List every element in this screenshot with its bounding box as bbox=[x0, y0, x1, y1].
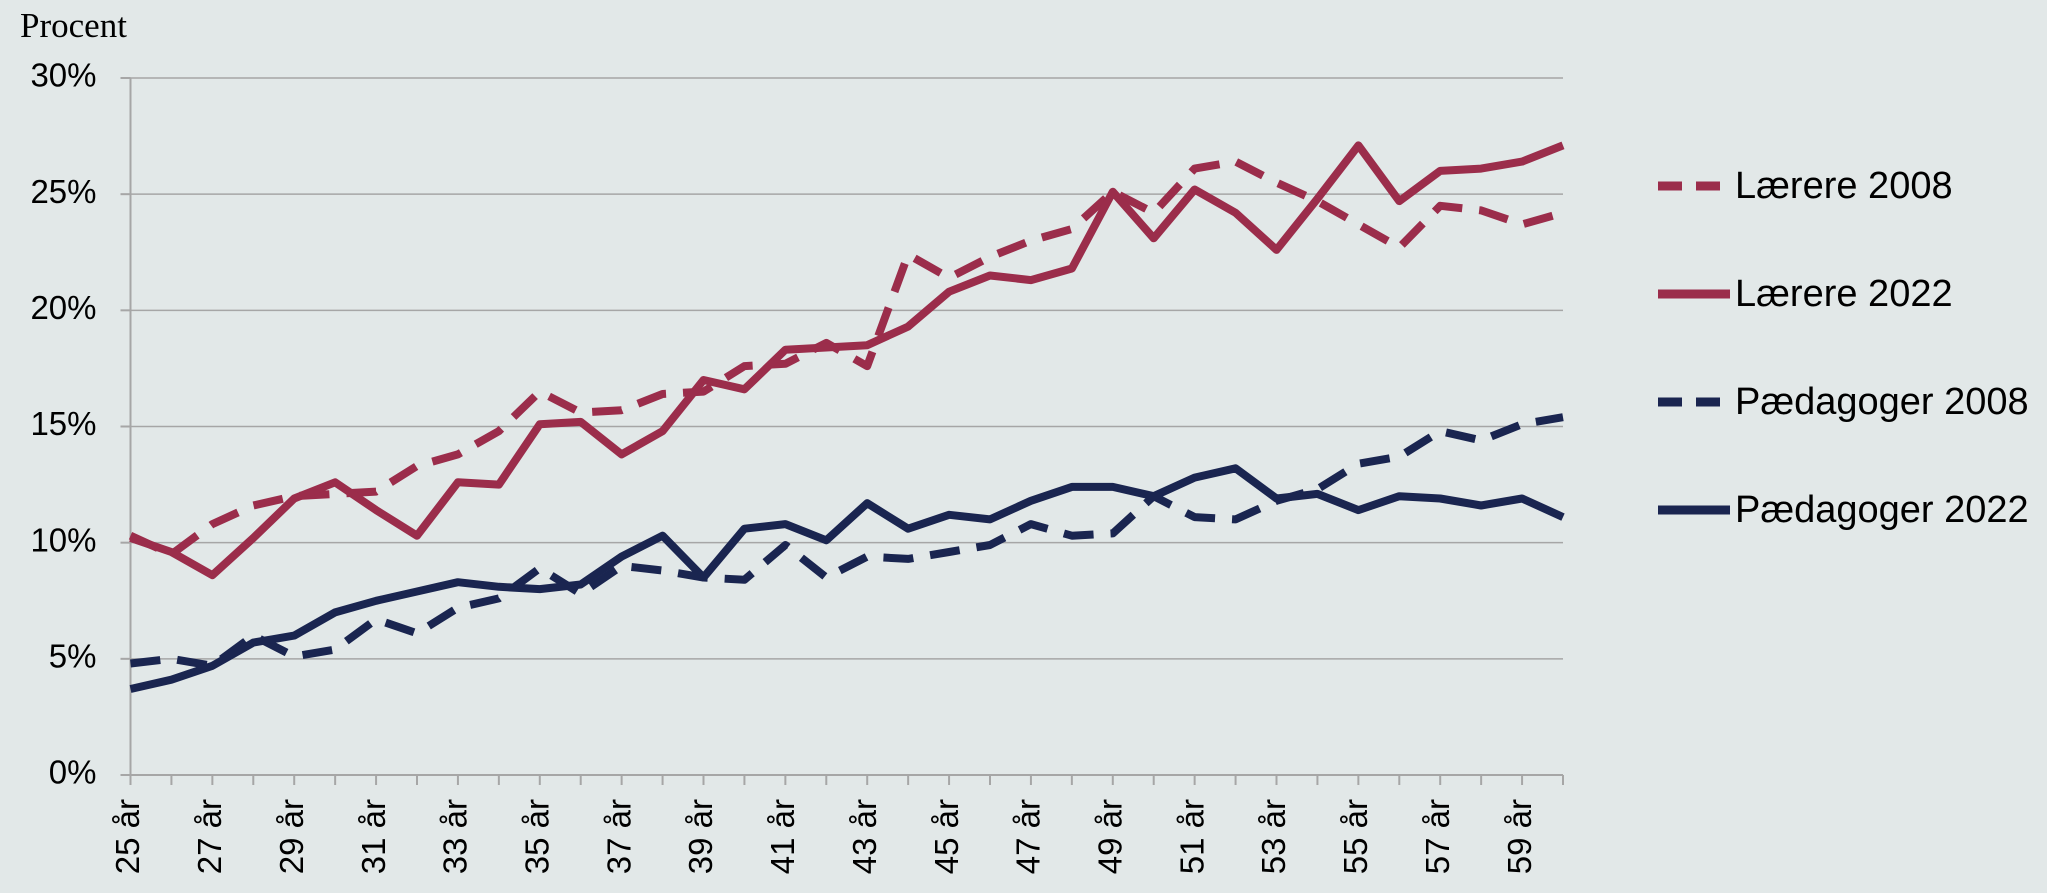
x-tick-label: 41 år bbox=[764, 799, 801, 874]
y-tick-label: 30% bbox=[30, 57, 96, 94]
x-tick-label: 43 år bbox=[846, 799, 883, 874]
x-tick-label: 51 år bbox=[1173, 799, 1210, 874]
y-tick-label: 10% bbox=[30, 521, 96, 558]
y-tick-label: 25% bbox=[30, 173, 96, 210]
line-series bbox=[129, 141, 1565, 580]
line-series bbox=[128, 157, 1565, 559]
y-tick-label: 20% bbox=[30, 289, 96, 326]
x-tick-label: 31 år bbox=[355, 799, 392, 874]
x-tick-label: 53 år bbox=[1255, 799, 1292, 874]
x-tick-label: 59 år bbox=[1501, 799, 1538, 874]
x-tick-label: 55 år bbox=[1337, 799, 1374, 874]
x-tick-label: 45 år bbox=[928, 799, 965, 874]
legend-label: Lærere 2008 bbox=[1735, 165, 1953, 207]
x-tick-label: 35 år bbox=[519, 799, 556, 874]
legend-label: Lærere 2022 bbox=[1735, 273, 1953, 315]
x-tick-label: 29 år bbox=[273, 799, 310, 874]
y-axis-label: Procent bbox=[20, 6, 127, 45]
line-series bbox=[129, 464, 1565, 693]
x-tick-label: 33 år bbox=[437, 799, 474, 874]
legend-label: Pædagoger 2008 bbox=[1735, 381, 2029, 423]
x-tick-label: 39 år bbox=[682, 799, 719, 874]
x-tick-label: 27 år bbox=[191, 799, 228, 874]
y-tick-label: 15% bbox=[30, 405, 96, 442]
x-tick-label: 25 år bbox=[109, 799, 146, 874]
x-tick-label: 47 år bbox=[1010, 799, 1047, 874]
x-tick-label: 57 år bbox=[1419, 799, 1456, 874]
y-tick-label: 0% bbox=[49, 754, 97, 791]
x-tick-label: 37 år bbox=[600, 799, 637, 874]
line-series bbox=[130, 413, 1564, 670]
x-tick-label: 49 år bbox=[1092, 799, 1129, 874]
legend-label: Pædagoger 2022 bbox=[1735, 489, 2029, 531]
y-tick-label: 5% bbox=[49, 638, 97, 675]
